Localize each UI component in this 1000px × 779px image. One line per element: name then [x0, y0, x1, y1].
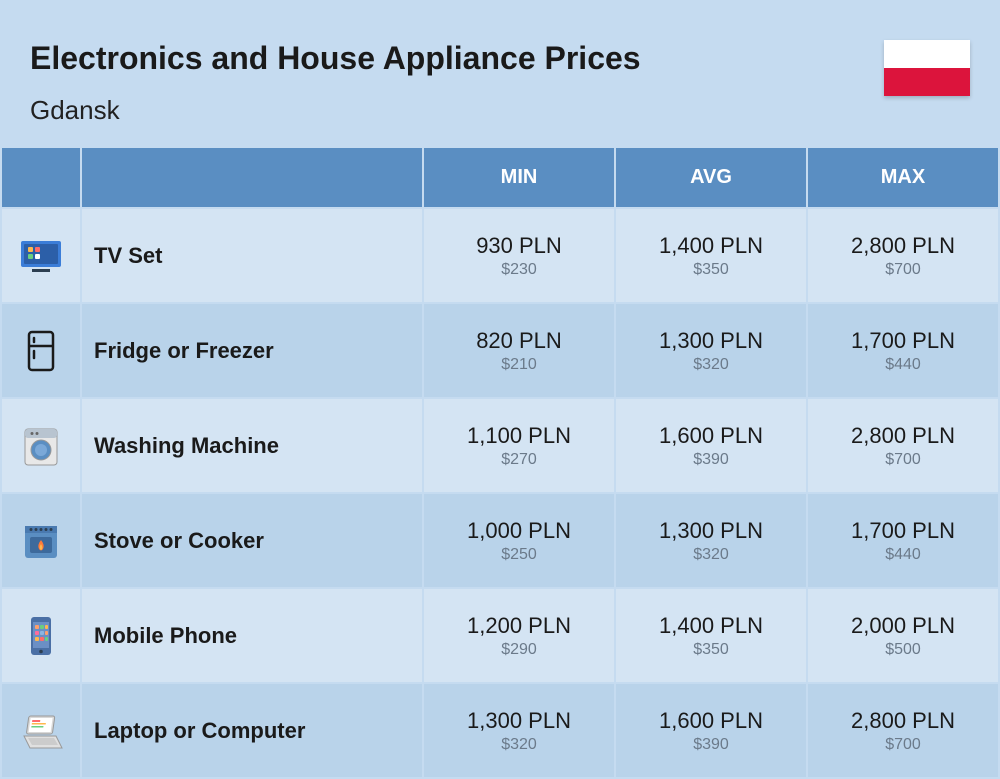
page-subtitle: Gdansk — [30, 95, 884, 126]
table-row: Stove or Cooker1,000 PLN $2501,300 PLN $32… — [2, 494, 998, 587]
price-avg: 1,600 PLN $390 — [616, 399, 806, 492]
price-usd: $270 — [424, 451, 614, 469]
washer-icon — [2, 399, 80, 492]
item-name: Fridge or Freezer — [82, 304, 422, 397]
price-pln: 1,300 PLN — [424, 708, 614, 734]
price-pln: 1,000 PLN — [424, 518, 614, 544]
price-usd: $250 — [424, 546, 614, 564]
price-usd: $440 — [808, 356, 998, 374]
table-row: TV Set930 PLN $2301,400 PLN $3502,800 PLN $… — [2, 209, 998, 302]
price-min: 1,300 PLN $320 — [424, 684, 614, 777]
table-row: Mobile Phone1,200 PLN $2901,400 PLN $3502,… — [2, 589, 998, 682]
phone-icon — [2, 589, 80, 682]
price-max: 2,800 PLN $700 — [808, 399, 998, 492]
laptop-icon — [2, 684, 80, 777]
price-max: 2,800 PLN $700 — [808, 684, 998, 777]
price-avg: 1,600 PLN $390 — [616, 684, 806, 777]
column-header-avg: AVG — [616, 148, 806, 207]
price-usd: $290 — [424, 641, 614, 659]
column-header-icon — [2, 148, 80, 207]
price-usd: $700 — [808, 451, 998, 469]
title-block: Electronics and House Appliance Prices G… — [30, 40, 884, 126]
price-min: 930 PLN $230 — [424, 209, 614, 302]
column-header-min: MIN — [424, 148, 614, 207]
price-max: 1,700 PLN $440 — [808, 304, 998, 397]
price-max: 1,700 PLN $440 — [808, 494, 998, 587]
price-usd: $230 — [424, 261, 614, 279]
price-pln: 2,800 PLN — [808, 233, 998, 259]
price-pln: 1,700 PLN — [808, 518, 998, 544]
price-usd: $440 — [808, 546, 998, 564]
price-max: 2,000 PLN $500 — [808, 589, 998, 682]
price-table: MIN AVG MAX TV Set930 PLN$2301,400 PLN$3… — [0, 146, 1000, 779]
price-avg: 1,300 PLN $320 — [616, 494, 806, 587]
price-pln: 820 PLN — [424, 328, 614, 354]
item-name: Stove or Cooker — [82, 494, 422, 587]
price-usd: $320 — [616, 546, 806, 564]
price-usd: $320 — [616, 356, 806, 374]
price-usd: $700 — [808, 261, 998, 279]
price-avg: 1,400 PLN $350 — [616, 589, 806, 682]
table-row: Fridge or Freezer820 PLN $2101,300 PLN $32… — [2, 304, 998, 397]
price-pln: 1,100 PLN — [424, 423, 614, 449]
price-pln: 2,800 PLN — [808, 708, 998, 734]
page-title: Electronics and House Appliance Prices — [30, 40, 884, 77]
price-usd: $320 — [424, 736, 614, 754]
price-usd: $390 — [616, 451, 806, 469]
price-pln: 2,000 PLN — [808, 613, 998, 639]
item-name: Washing Machine — [82, 399, 422, 492]
table-row: Washing Machine1,100 PLN $2701,600 PLN $39… — [2, 399, 998, 492]
column-header-max: MAX — [808, 148, 998, 207]
price-pln: 1,200 PLN — [424, 613, 614, 639]
price-pln: 2,800 PLN — [808, 423, 998, 449]
price-pln: 1,600 PLN — [616, 708, 806, 734]
price-pln: 1,300 PLN — [616, 518, 806, 544]
price-usd: $350 — [616, 641, 806, 659]
price-max: 2,800 PLN $700 — [808, 209, 998, 302]
price-min: 820 PLN $210 — [424, 304, 614, 397]
header: Electronics and House Appliance Prices G… — [0, 0, 1000, 146]
price-usd: $700 — [808, 736, 998, 754]
tv-icon — [2, 209, 80, 302]
price-pln: 930 PLN — [424, 233, 614, 259]
stove-icon — [2, 494, 80, 587]
price-pln: 1,700 PLN — [808, 328, 998, 354]
price-pln: 1,400 PLN — [616, 613, 806, 639]
price-pln: 1,300 PLN — [616, 328, 806, 354]
price-avg: 1,300 PLN $320 — [616, 304, 806, 397]
price-usd: $350 — [616, 261, 806, 279]
column-header-name — [82, 148, 422, 207]
price-pln: 1,400 PLN — [616, 233, 806, 259]
item-name: Laptop or Computer — [82, 684, 422, 777]
price-usd: $390 — [616, 736, 806, 754]
table-header-row: MIN AVG MAX — [2, 148, 998, 207]
item-name: TV Set — [82, 209, 422, 302]
poland-flag-icon — [884, 40, 970, 96]
price-min: 1,000 PLN $250 — [424, 494, 614, 587]
price-min: 1,200 PLN $290 — [424, 589, 614, 682]
item-name: Mobile Phone — [82, 589, 422, 682]
price-usd: $500 — [808, 641, 998, 659]
price-pln: 1,600 PLN — [616, 423, 806, 449]
price-min: 1,100 PLN $270 — [424, 399, 614, 492]
fridge-icon — [2, 304, 80, 397]
price-avg: 1,400 PLN $350 — [616, 209, 806, 302]
price-usd: $210 — [424, 356, 614, 374]
table-row: Laptop or Computer1,300 PLN $3201,600 PLN… — [2, 684, 998, 777]
